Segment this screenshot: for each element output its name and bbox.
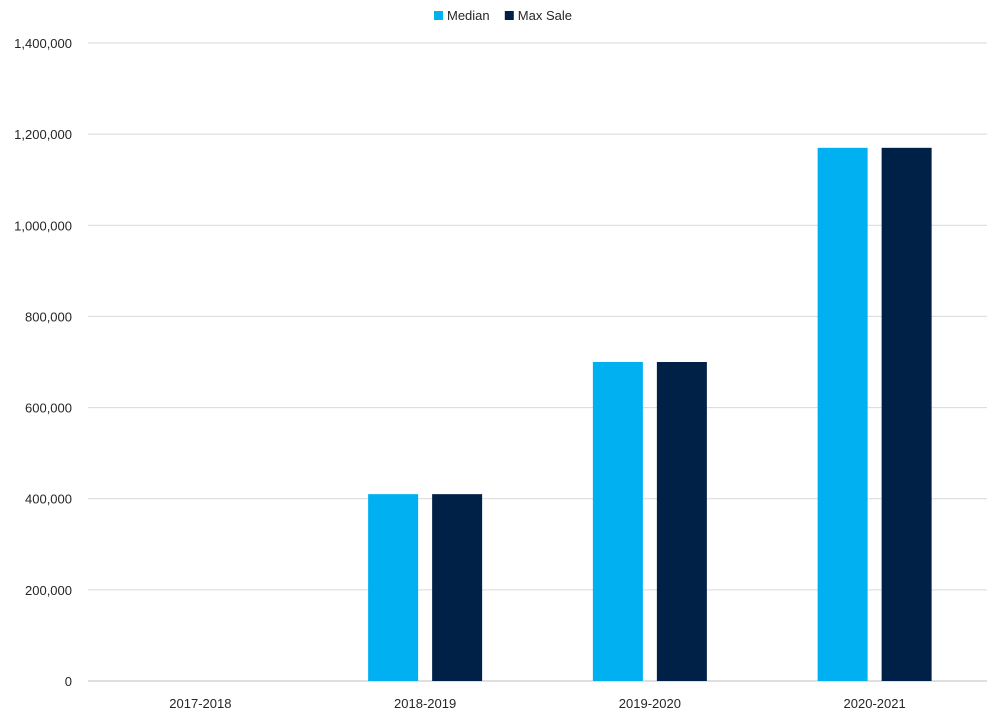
y-tick-label: 200,000 [25,583,72,598]
y-tick-label: 0 [65,674,72,689]
x-tick-label: 2017-2018 [169,696,231,711]
y-tick-label: 1,400,000 [14,36,72,51]
legend-label: Median [447,8,490,23]
x-tick-label: 2019-2020 [619,696,681,711]
bar-median [817,147,868,682]
bar-max-sale [656,362,707,681]
bar-median [592,362,643,681]
x-axis-ticks: 2017-2018 2018-2019 2019-2020 2020-2021 [169,696,905,711]
y-tick-label: 600,000 [25,401,72,416]
x-tick-label: 2020-2021 [844,696,906,711]
legend-label: Max Sale [518,8,572,23]
y-tick-label: 800,000 [25,309,72,324]
legend-swatch [434,11,443,20]
gridlines [88,42,987,682]
y-tick-label: 1,200,000 [14,127,72,142]
bar-max-sale [881,147,932,682]
legend: Median Max Sale [434,8,572,23]
bars [368,147,932,682]
legend-swatch [504,11,514,20]
bar-median [368,494,419,681]
y-tick-label: 1,000,000 [14,218,72,233]
bar-max-sale [432,494,483,681]
y-tick-label: 400,000 [25,492,72,507]
y-axis-ticks: 0 200,000 400,000 600,000 800,000 1,000,000 1,… [14,36,72,689]
x-tick-label: 2018-2019 [394,696,456,711]
